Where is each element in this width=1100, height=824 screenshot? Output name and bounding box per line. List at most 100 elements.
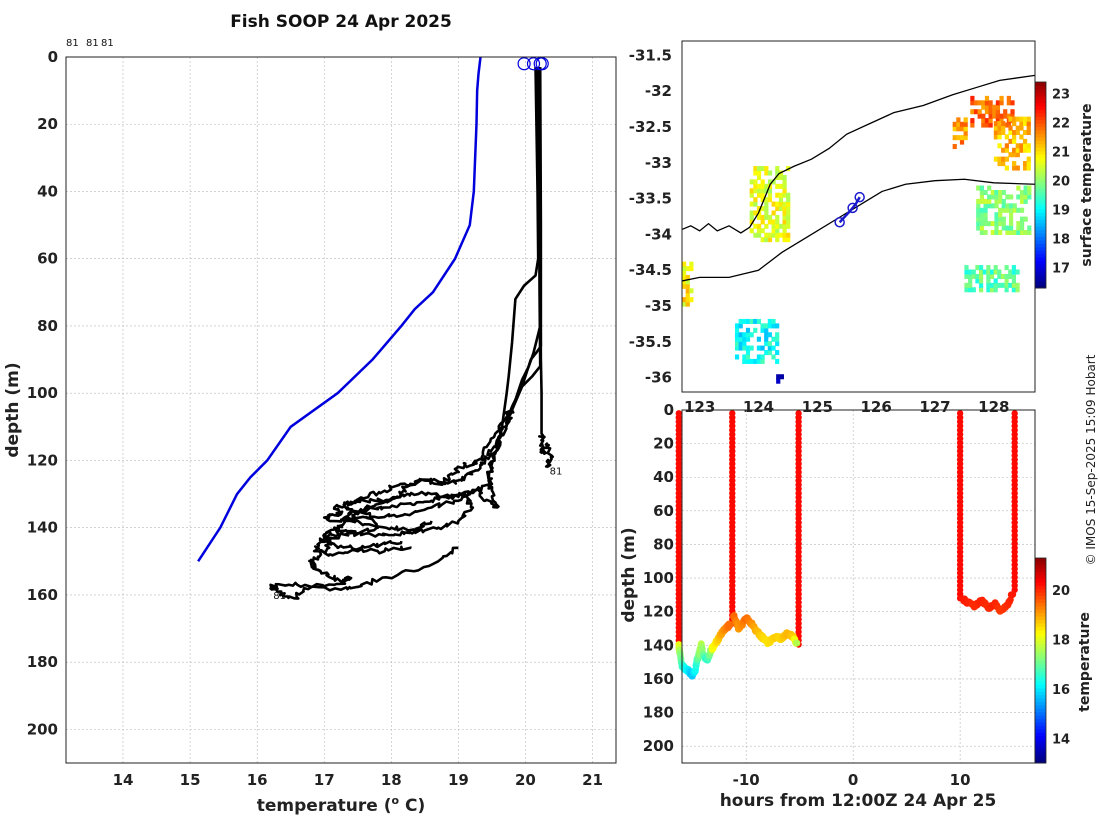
colorbar-swatch	[1035, 599, 1046, 603]
sst-pixel	[771, 219, 776, 225]
sst-pixel	[782, 237, 787, 243]
colorbar-swatch	[1035, 267, 1046, 272]
sst-pixel	[682, 261, 687, 267]
map-ship-track	[834, 191, 865, 228]
sst-pixel	[749, 318, 754, 324]
sst-pixel	[979, 212, 985, 218]
colorbar-swatch	[1035, 136, 1046, 141]
sst-pixel	[753, 201, 758, 207]
colorbar-swatch	[1035, 116, 1046, 121]
sst-pixel	[993, 287, 998, 293]
colorbar-swatch	[1035, 215, 1046, 220]
colorbar-swatch	[1035, 698, 1046, 702]
sst-pixel	[979, 229, 985, 236]
sst-pixel	[968, 278, 973, 284]
colorbar-swatch	[1035, 281, 1046, 286]
timeseries-grid	[682, 409, 1035, 763]
sst-pixel	[964, 282, 969, 288]
sst-pixel	[764, 327, 769, 333]
sst-pixel	[997, 143, 1002, 149]
sst-pixel	[1008, 138, 1013, 144]
sst-pixel	[1005, 203, 1010, 209]
sst-pixel	[742, 332, 747, 338]
sst-pixel	[1019, 134, 1024, 140]
sst-pixel	[1027, 194, 1032, 200]
sst-pixel	[1026, 129, 1031, 136]
sst-pixel	[959, 126, 965, 132]
sst-pixel	[775, 206, 780, 212]
sst-pixel	[976, 221, 981, 227]
sst-pixel	[775, 166, 780, 172]
colorbar-swatch	[1035, 277, 1046, 282]
sst-pixel	[1008, 225, 1014, 231]
sst-pixel	[1016, 221, 1021, 227]
colorbar-swatch	[1035, 643, 1046, 648]
sst-pixel	[745, 354, 751, 360]
sst-pixel	[756, 166, 762, 172]
sst-pixel	[1008, 152, 1013, 158]
sst-pixel	[1001, 129, 1006, 136]
sst-pixel	[1016, 185, 1021, 191]
sst-pixel	[1019, 221, 1025, 227]
sst-pixel	[775, 174, 780, 180]
colorbar-tick-label: 20	[1052, 175, 1070, 190]
map-y-tick-label: -33.5	[629, 190, 672, 208]
sst-pixel	[764, 232, 769, 238]
sst-pixel	[993, 134, 999, 140]
sst-pixel	[998, 221, 1003, 227]
colorbar-swatch	[1035, 226, 1046, 231]
sst-pixel	[782, 192, 787, 198]
sst-pixel	[685, 288, 690, 294]
colorbar-swatch	[1035, 257, 1046, 262]
sst-pixel	[998, 216, 1003, 222]
colorbar-swatch	[1035, 629, 1046, 634]
colorbar-swatch	[1035, 694, 1046, 699]
x-tick-label: 15	[180, 771, 201, 789]
sst-pixel	[764, 188, 769, 194]
sst-pixel	[756, 354, 762, 360]
colorbar-swatch	[1035, 191, 1046, 196]
sst-pixel	[760, 228, 765, 234]
profile-grid	[66, 56, 616, 763]
colorbar-swatch	[1035, 274, 1046, 279]
time-y-tick-label: 100	[643, 569, 674, 587]
sst-pixel	[1001, 161, 1006, 167]
colorbar-frame	[1034, 557, 1047, 764]
sst-pixel	[767, 318, 772, 324]
colorbar-swatch	[1035, 701, 1046, 706]
sst-pixel	[775, 183, 780, 189]
colorbar-swatch	[1035, 588, 1046, 593]
sst-pixel	[764, 237, 769, 243]
sst-pixel	[771, 323, 776, 329]
sst-pixel	[753, 318, 758, 324]
sst-pixel	[976, 203, 981, 209]
sst-pixel	[995, 109, 1001, 115]
sst-pixel	[964, 265, 969, 271]
sst-pixel	[753, 183, 758, 189]
sst-pixel	[760, 358, 765, 364]
sst-pixel	[987, 185, 992, 191]
sst-pixel	[981, 122, 986, 128]
sst-pixel	[742, 341, 747, 347]
profile-cast-line	[318, 67, 542, 552]
map-y-tick-label: -32	[645, 82, 672, 100]
sst-pixel	[994, 216, 999, 222]
sst-pixel	[956, 135, 961, 141]
sst-pixel	[782, 183, 787, 189]
sst-pixel	[753, 327, 758, 333]
top-label: 81	[101, 38, 114, 49]
sst-pixel	[978, 265, 984, 271]
sst-pixel	[1004, 143, 1009, 149]
profile-ylabel: depth (m)	[3, 362, 23, 457]
sst-pixel	[977, 109, 982, 115]
temperature-point	[1009, 591, 1017, 598]
sst-pixel	[1011, 282, 1017, 288]
colorbar-swatch	[1035, 759, 1046, 764]
y-tick-label: 200	[27, 720, 58, 738]
sst-pixel	[1019, 143, 1024, 149]
sst-pixel	[756, 223, 762, 229]
time-x-tick-label: 10	[950, 771, 971, 789]
x-tick-label: 18	[381, 771, 402, 789]
sst-pixel	[786, 192, 791, 198]
sst-pixel	[1022, 116, 1028, 122]
